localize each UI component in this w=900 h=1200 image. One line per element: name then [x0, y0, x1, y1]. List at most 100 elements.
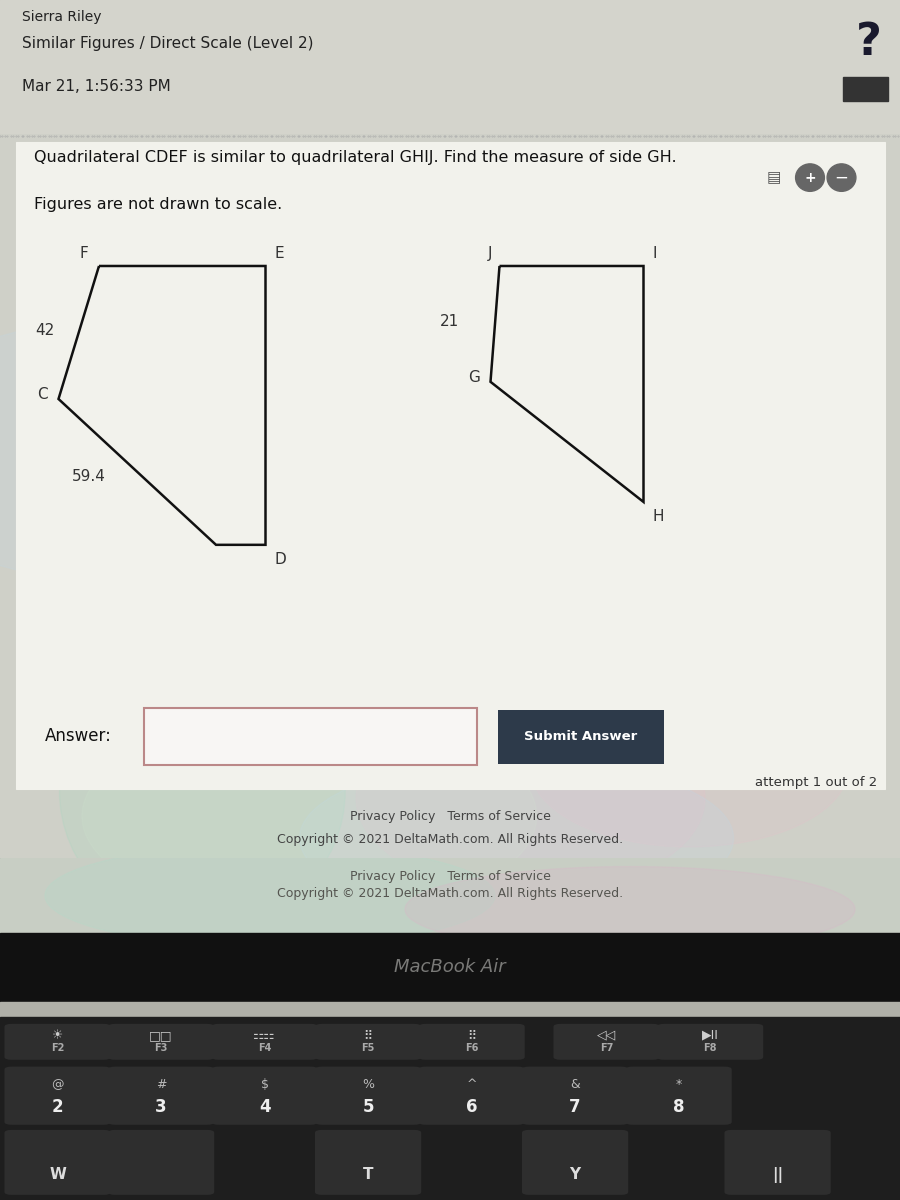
- Text: J: J: [488, 246, 492, 260]
- Text: Quadrilateral CDEF is similar to quadrilateral GHIJ. Find the measure of side GH: Quadrilateral CDEF is similar to quadril…: [34, 150, 677, 166]
- Text: 6: 6: [466, 1098, 477, 1116]
- Text: Copyright © 2021 DeltaMath.com. All Rights Reserved.: Copyright © 2021 DeltaMath.com. All Righ…: [277, 888, 623, 900]
- Text: 42: 42: [35, 323, 54, 338]
- FancyBboxPatch shape: [212, 1024, 318, 1060]
- Text: +: +: [805, 170, 815, 185]
- FancyBboxPatch shape: [498, 709, 664, 763]
- Text: F5: F5: [362, 1043, 374, 1054]
- Text: Copyright © 2021 DeltaMath.com. All Rights Reserved.: Copyright © 2021 DeltaMath.com. All Righ…: [277, 833, 623, 846]
- FancyBboxPatch shape: [4, 1067, 111, 1124]
- Bar: [0, 934, 900, 1002]
- Text: 21: 21: [440, 314, 459, 329]
- Text: 7: 7: [570, 1098, 580, 1116]
- Text: Mar 21, 1:56:33 PM: Mar 21, 1:56:33 PM: [22, 79, 171, 94]
- Text: F2: F2: [51, 1043, 64, 1054]
- FancyBboxPatch shape: [108, 1067, 214, 1124]
- Text: Privacy Policy   Terms of Service: Privacy Policy Terms of Service: [349, 870, 551, 883]
- Text: F3: F3: [155, 1043, 167, 1054]
- Text: ▶II: ▶II: [702, 1028, 718, 1042]
- Text: ◁◁: ◁◁: [597, 1028, 617, 1042]
- FancyBboxPatch shape: [4, 1024, 111, 1060]
- Bar: [843, 77, 888, 101]
- Text: D: D: [274, 552, 286, 566]
- Text: F: F: [79, 246, 88, 260]
- Text: I: I: [652, 246, 657, 260]
- Ellipse shape: [116, 544, 502, 722]
- FancyBboxPatch shape: [4, 1130, 111, 1195]
- Text: −: −: [834, 169, 849, 187]
- FancyBboxPatch shape: [315, 1024, 421, 1060]
- FancyBboxPatch shape: [418, 1067, 525, 1124]
- Ellipse shape: [256, 413, 580, 630]
- FancyBboxPatch shape: [522, 1130, 628, 1195]
- Text: 2: 2: [52, 1098, 63, 1116]
- Text: C: C: [37, 388, 48, 402]
- Text: 4: 4: [259, 1098, 270, 1116]
- Text: %: %: [362, 1079, 374, 1091]
- Text: ||: ||: [772, 1166, 783, 1183]
- Text: T: T: [363, 1168, 374, 1182]
- Text: ⠿: ⠿: [364, 1028, 373, 1042]
- Ellipse shape: [99, 464, 454, 683]
- Text: F8: F8: [704, 1043, 716, 1054]
- Bar: [0, 1002, 900, 1018]
- Circle shape: [796, 164, 824, 191]
- Text: Similar Figures / Direct Scale (Level 2): Similar Figures / Direct Scale (Level 2): [22, 36, 314, 52]
- FancyBboxPatch shape: [315, 1067, 421, 1124]
- FancyBboxPatch shape: [418, 1024, 525, 1060]
- Text: ▤: ▤: [767, 170, 781, 185]
- Text: □□: □□: [149, 1028, 173, 1042]
- Text: ☀: ☀: [52, 1028, 63, 1042]
- FancyBboxPatch shape: [724, 1130, 831, 1195]
- FancyBboxPatch shape: [315, 1130, 421, 1195]
- Ellipse shape: [0, 317, 402, 584]
- FancyBboxPatch shape: [144, 708, 477, 766]
- FancyBboxPatch shape: [522, 1067, 628, 1124]
- Text: #: #: [156, 1079, 166, 1091]
- Ellipse shape: [82, 714, 536, 918]
- FancyBboxPatch shape: [108, 1024, 214, 1060]
- Ellipse shape: [38, 503, 318, 788]
- Text: ?: ?: [856, 22, 881, 65]
- Text: W: W: [50, 1168, 66, 1182]
- Text: *: *: [676, 1079, 681, 1091]
- Text: Sierra Riley: Sierra Riley: [22, 11, 102, 24]
- FancyBboxPatch shape: [108, 1130, 214, 1195]
- Text: F4: F4: [258, 1043, 271, 1054]
- Ellipse shape: [385, 407, 661, 702]
- Text: Answer:: Answer:: [45, 727, 112, 745]
- Text: F6: F6: [465, 1043, 478, 1054]
- Text: 5: 5: [363, 1098, 374, 1116]
- Text: ⠿: ⠿: [467, 1028, 476, 1042]
- FancyBboxPatch shape: [657, 1024, 763, 1060]
- Bar: [0, 0, 900, 133]
- Text: H: H: [652, 509, 664, 523]
- FancyBboxPatch shape: [554, 1024, 660, 1060]
- Ellipse shape: [405, 866, 855, 952]
- Ellipse shape: [530, 686, 849, 847]
- Text: 8: 8: [673, 1098, 684, 1116]
- Bar: [0, 858, 900, 934]
- Text: ⚏⚏: ⚏⚏: [254, 1028, 275, 1042]
- Text: Y: Y: [570, 1168, 580, 1182]
- Text: G: G: [468, 370, 480, 385]
- Ellipse shape: [59, 653, 346, 930]
- Text: 3: 3: [156, 1098, 166, 1116]
- Text: &: &: [571, 1079, 580, 1091]
- Text: attempt 1 out of 2: attempt 1 out of 2: [755, 776, 878, 790]
- Text: @: @: [51, 1079, 64, 1091]
- Text: Privacy Policy   Terms of Service: Privacy Policy Terms of Service: [349, 810, 551, 823]
- Ellipse shape: [126, 335, 593, 566]
- Text: Figures are not drawn to scale.: Figures are not drawn to scale.: [34, 197, 283, 212]
- Text: E: E: [274, 246, 284, 260]
- Text: 59.4: 59.4: [72, 469, 106, 484]
- FancyBboxPatch shape: [626, 1067, 732, 1124]
- Bar: [0, 1018, 900, 1200]
- Ellipse shape: [300, 760, 734, 917]
- Bar: [16, 142, 885, 790]
- FancyBboxPatch shape: [212, 1067, 318, 1124]
- Circle shape: [827, 164, 856, 191]
- Text: ^: ^: [466, 1079, 477, 1091]
- Text: F7: F7: [600, 1043, 613, 1054]
- Text: Submit Answer: Submit Answer: [524, 730, 637, 743]
